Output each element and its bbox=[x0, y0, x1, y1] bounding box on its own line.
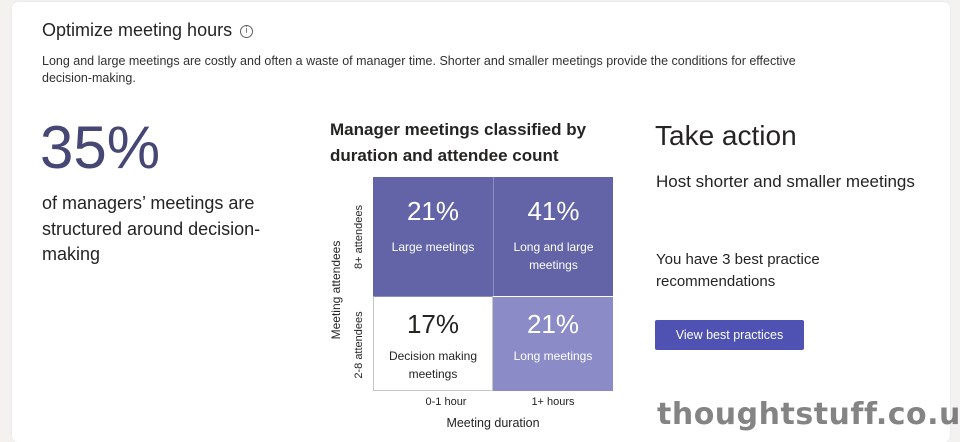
cell-value: 41% bbox=[527, 196, 580, 226]
stat-caption: of managers’ meetings are structured aro… bbox=[42, 193, 261, 264]
x-axis-title: Meeting duration bbox=[446, 416, 540, 430]
view-best-practices-button[interactable]: View best practices bbox=[655, 320, 804, 350]
action-text: You have 3 best practice recommendations bbox=[656, 251, 820, 290]
cell-label: Long and large meetings bbox=[513, 240, 594, 272]
card-title: Optimize meeting hours bbox=[42, 20, 233, 40]
card-description: Long and large meetings are costly and o… bbox=[42, 54, 796, 85]
cell-label: Large meetings bbox=[391, 240, 475, 254]
column-label-short: 0-1 hour bbox=[425, 396, 467, 408]
cell-label: Decision making meetings bbox=[388, 349, 478, 381]
matrix-cell-large-meetings: 21% Large meetings bbox=[373, 177, 493, 296]
action-title: Take action bbox=[655, 120, 797, 151]
matrix-cell-long-meetings: 21% Long meetings bbox=[493, 296, 613, 391]
stat-value: 35% bbox=[40, 114, 161, 181]
card-header: Optimize meeting hours i bbox=[42, 20, 254, 41]
row-label-small: 2-8 attendees bbox=[353, 311, 365, 379]
column-label-long: 1+ hours bbox=[531, 396, 575, 408]
info-icon[interactable]: i bbox=[240, 24, 254, 38]
cell-value: 21% bbox=[406, 196, 460, 226]
y-axis-title: Meeting attendees bbox=[329, 240, 343, 340]
watermark: thoughtstuff.co.uk bbox=[657, 397, 960, 432]
matrix-cell-decision-making-meetings: 17% Decision making meetings bbox=[373, 296, 493, 391]
row-label-large: 8+ attendees bbox=[353, 205, 365, 269]
cell-label: Long meetings bbox=[513, 349, 593, 363]
matrix-title: Manager meetings classified by duration … bbox=[330, 120, 587, 165]
cell-value: 17% bbox=[406, 309, 460, 339]
matrix-cell-long-and-large-meetings: 41% Long and large meetings bbox=[493, 177, 613, 296]
cell-value: 21% bbox=[526, 309, 580, 339]
action-subtitle: Host shorter and smaller meetings bbox=[656, 172, 915, 191]
